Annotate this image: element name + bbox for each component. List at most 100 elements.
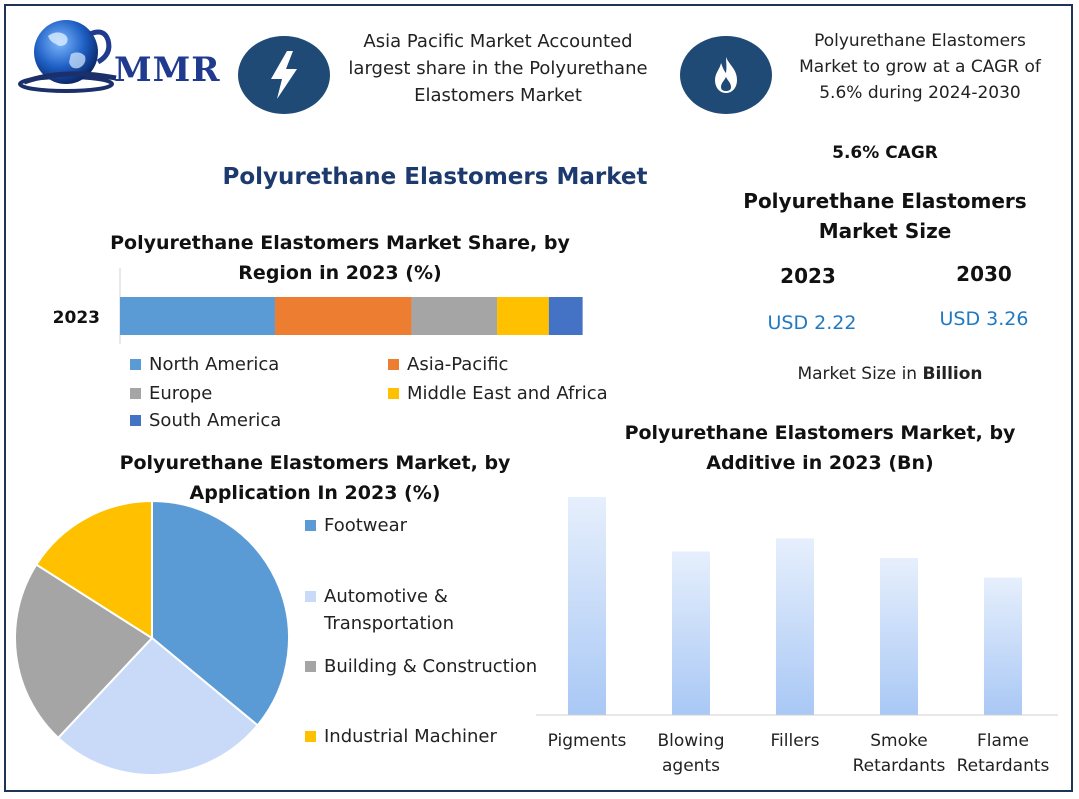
- market-size-title: Polyurethane Elastomers Market Size: [735, 186, 1035, 246]
- usd-2023: USD 2.22: [767, 312, 857, 334]
- additive-category-line: Fillers: [770, 731, 820, 751]
- infographic-frame: [4, 4, 1073, 792]
- pie-legend-line: Automotive &: [324, 586, 448, 607]
- pie-legend-label: Industrial Machiner: [324, 723, 497, 750]
- legend-swatch: [305, 520, 316, 531]
- pie-legend-label: Footwear: [324, 512, 407, 539]
- region-stacked-bar-chart: 2023: [53, 268, 583, 344]
- legend-swatch: [130, 388, 141, 399]
- region-bar-segment: [411, 297, 498, 335]
- globe-icon: [18, 20, 117, 93]
- pie-legend-building: Building & Construction: [305, 653, 537, 680]
- fact2-line: Market to grow at a CAGR of: [799, 57, 1041, 77]
- fact2-line: 5.6% during 2024-2030: [819, 83, 1021, 103]
- pie-legend-footwear: Footwear: [305, 512, 407, 539]
- legend-label: North America: [149, 354, 280, 375]
- region-bars: [120, 297, 583, 335]
- lightning-icon-circle: [238, 36, 330, 114]
- market-size-note: Market Size in Billion: [760, 364, 1020, 384]
- legend-swatch: [305, 591, 316, 602]
- year-2030: 2030: [956, 262, 1012, 286]
- application-chart-title: Polyurethane Elastomers Market, by Appli…: [80, 448, 550, 508]
- region-bar-segment: [497, 297, 549, 335]
- fact1-line: Elastomers Market: [414, 85, 582, 106]
- pie-legend-industrial: Industrial Machiner: [305, 723, 497, 750]
- application-chart-title-line: Application In 2023 (%): [189, 482, 441, 504]
- legend-swatch: [130, 415, 141, 426]
- pie-slice: [34, 499, 153, 640]
- additive-bar: [672, 551, 710, 715]
- legend-swatch: [388, 359, 399, 370]
- additive-bar: [568, 497, 606, 715]
- region-chart-title-line: Region in 2023 (%): [238, 262, 442, 284]
- cagr-label: 5.6% CAGR: [832, 143, 938, 163]
- legend-swatch: [388, 388, 399, 399]
- flame-icon: [715, 57, 737, 93]
- pie-legend-automotive: Automotive & Transportation: [305, 583, 454, 637]
- pie-legend-line: Building & Construction: [324, 656, 538, 677]
- legend-swatch: [305, 661, 316, 672]
- legend-south-america: South America: [130, 410, 281, 431]
- region-bar-segment: [548, 297, 583, 335]
- additive-category-label: Smoke Retardants: [844, 729, 954, 779]
- fact-asia-pacific: Asia Pacific Market Accounted largest sh…: [338, 28, 658, 109]
- fact1-line: largest share in the Polyurethane: [348, 58, 648, 79]
- additive-chart-title: Polyurethane Elastomers Market, by Addit…: [600, 418, 1040, 478]
- mmr-logo: MMR: [16, 12, 220, 98]
- market-size-note-prefix: Market Size in: [797, 364, 923, 384]
- pie-slices: [14, 499, 290, 776]
- pie-slice: [14, 563, 154, 740]
- usd-2030: USD 3.26: [939, 308, 1029, 330]
- legend-label: Middle East and Africa: [407, 383, 608, 404]
- additive-category-line: Blowing: [657, 731, 725, 751]
- additive-category-label: Blowing agents: [636, 729, 746, 779]
- additive-category-line: agents: [662, 756, 720, 776]
- logo-text: MMR: [114, 50, 221, 90]
- legend-label: South America: [149, 410, 282, 431]
- year-2023: 2023: [780, 264, 836, 288]
- additive-bar: [984, 577, 1022, 715]
- pie-legend-label: Automotive & Transportation: [324, 583, 454, 637]
- main-title: Polyurethane Elastomers Market: [222, 164, 648, 190]
- legend-europe: Europe: [130, 383, 212, 404]
- additive-category-line: Smoke: [870, 731, 928, 751]
- fact-cagr: Polyurethane Elastomers Market to grow a…: [780, 28, 1060, 106]
- additive-category-line: Flame: [977, 731, 1029, 751]
- legend-swatch: [305, 731, 316, 742]
- application-pie-chart: [14, 499, 290, 776]
- additive-bar: [880, 558, 918, 715]
- region-category-label: 2023: [53, 308, 100, 328]
- additive-bar-chart: [536, 497, 1058, 716]
- region-chart-title: Polyurethane Elastomers Market Share, by…: [100, 228, 580, 288]
- pie-legend-line: Transportation: [324, 613, 454, 634]
- region-bar-segment: [274, 297, 412, 335]
- flame-icon-circle: [680, 36, 772, 114]
- region-chart-title-line: Polyurethane Elastomers Market Share, by: [110, 232, 570, 254]
- additive-category-label: Flame Retardants: [948, 729, 1058, 779]
- pie-legend-label: Building & Construction: [324, 653, 537, 680]
- fact2-line: Polyurethane Elastomers: [814, 31, 1026, 51]
- pie-slice: [151, 499, 290, 727]
- additive-category-line: Retardants: [852, 756, 946, 776]
- legend-middle-east-africa: Middle East and Africa: [388, 383, 608, 404]
- legend-label: Asia-Pacific: [407, 354, 509, 375]
- additive-category-line: Pigments: [547, 731, 627, 751]
- legend-label: Europe: [149, 383, 213, 404]
- legend-north-america: North America: [130, 354, 279, 375]
- legend-swatch: [130, 359, 141, 370]
- additive-category-line: Retardants: [956, 756, 1050, 776]
- pie-legend-line: Footwear: [324, 515, 408, 536]
- additive-bar: [776, 538, 814, 715]
- additive-category-label: Fillers: [740, 729, 850, 754]
- additive-chart-title-line: Additive in 2023 (Bn): [706, 452, 934, 474]
- market-size-note-unit: Billion: [922, 364, 983, 384]
- legend-asia-pacific: Asia-Pacific: [388, 354, 508, 375]
- region-bar-segment: [120, 297, 275, 335]
- fact1-line: Asia Pacific Market Accounted: [363, 31, 633, 52]
- additive-chart-title-line: Polyurethane Elastomers Market, by: [624, 422, 1016, 444]
- lightning-icon: [271, 51, 297, 99]
- market-size-title-line: Polyurethane Elastomers: [743, 189, 1027, 213]
- pie-legend-line: Industrial Machiner: [324, 726, 497, 747]
- pie-slice: [56, 636, 259, 776]
- additive-category-label: Pigments: [532, 729, 642, 754]
